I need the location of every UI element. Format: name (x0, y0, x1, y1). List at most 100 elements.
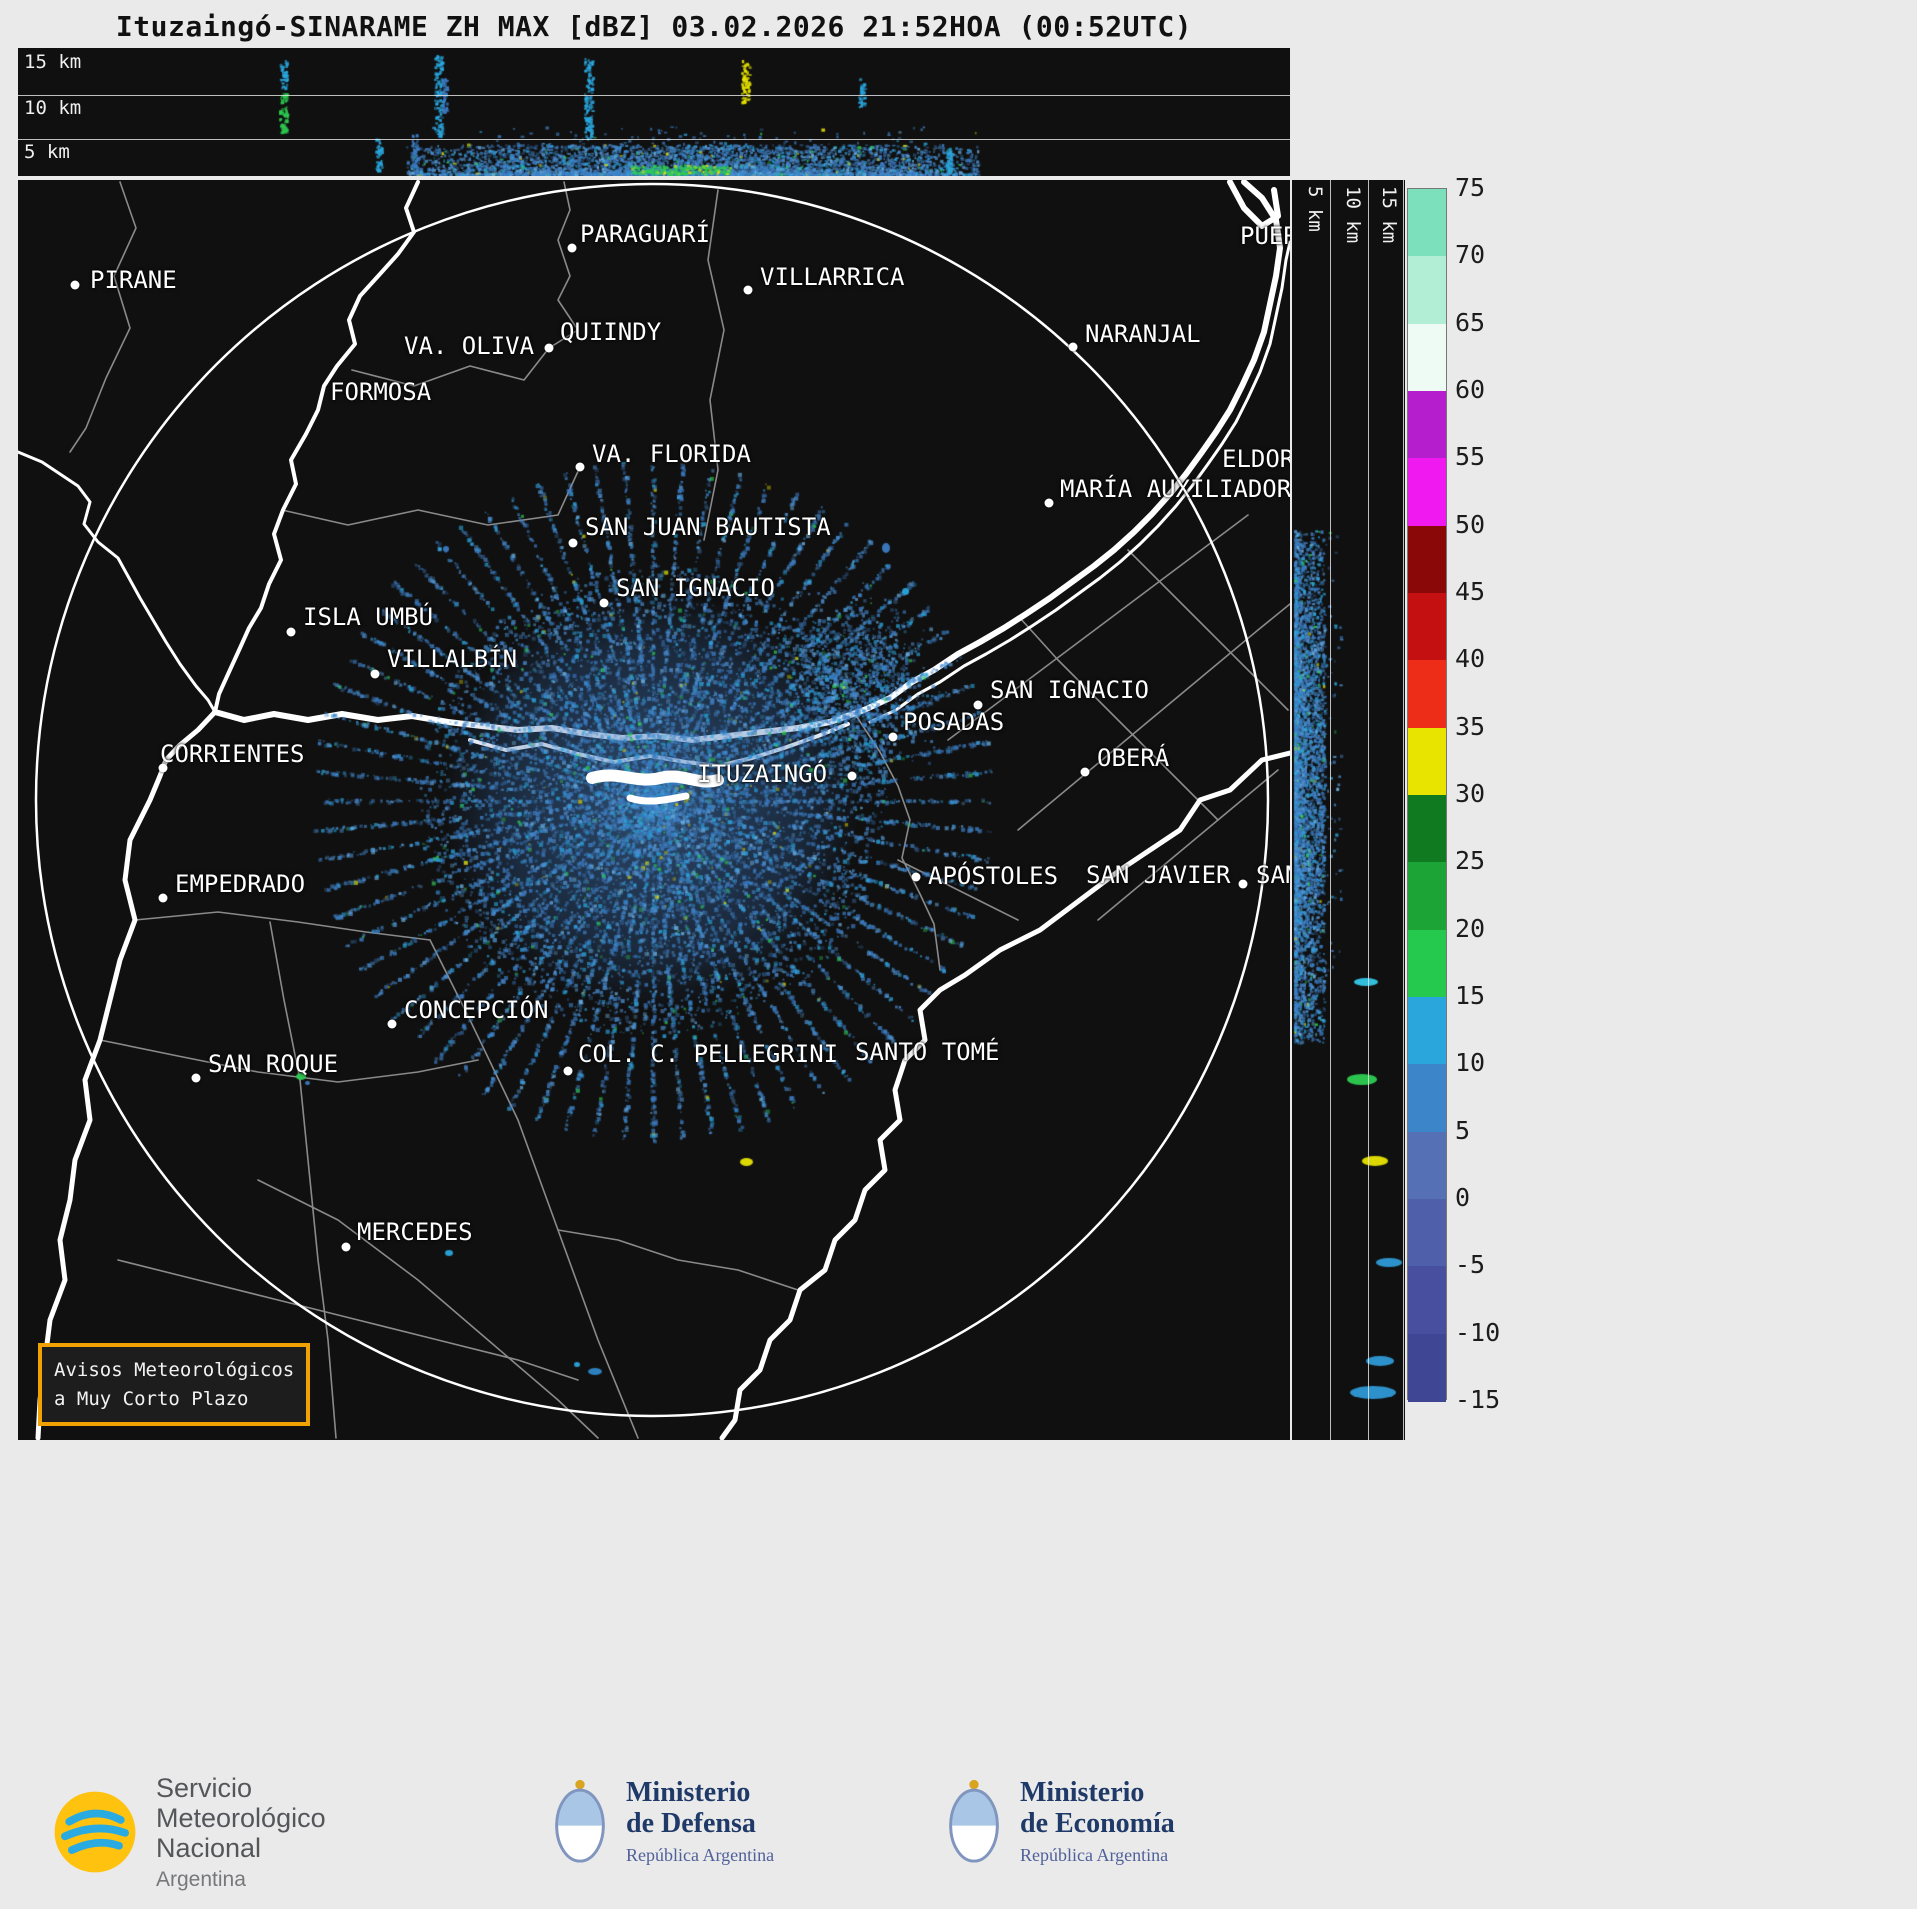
city-marker-va-florida (575, 462, 585, 472)
city-label-paraguari: PARAGUARÍ (580, 220, 711, 248)
coat-of-arms-icon (949, 1780, 999, 1863)
city-marker-villalbi-n (370, 669, 380, 679)
city-label-san-ignacio: SAN IGNACIO (990, 676, 1149, 704)
city-marker-san-juan-bautista (568, 538, 578, 548)
warning-box: Avisos Meteorológicos a Muy Corto Plazo (38, 1343, 311, 1426)
colorbar-tick: 10 (1455, 1048, 1486, 1078)
city-marker-corrientes (158, 763, 168, 773)
colorbar-tick: 45 (1455, 577, 1486, 606)
colorbar-tick: 20 (1455, 913, 1486, 943)
city-label-col-c-pellegrini: COL. C. PELLEGRINI (578, 1040, 839, 1068)
city-label-apo-stoles: APÓSTOLES (928, 862, 1059, 890)
colorbar-tick: 5 (1455, 1115, 1471, 1145)
city-marker-col-c-pellegrini (563, 1066, 573, 1076)
warning-line1: Avisos Meteorológicos (54, 1359, 295, 1381)
colorbar-tick: 30 (1455, 779, 1486, 808)
colorbar-segment (1408, 1131, 1446, 1200)
footer: Servicio Meteorológico Nacional Argentin… (0, 1765, 1917, 1909)
city-label-san-juan-bautista: SAN JUAN BAUTISTA (585, 513, 831, 541)
ministry-name: Ministerio (626, 1777, 751, 1808)
radar-map: PIRANE PARAGUARÍ VILLARRICA QUIINDY VA. OLIV… (18, 180, 1290, 1440)
reservoir-shape (586, 769, 724, 788)
smn-line: Servicio (156, 1773, 253, 1803)
colorbar-segment (1408, 727, 1446, 796)
city-label-san-pedro: SAN PEDRO (1256, 861, 1290, 889)
city-label-santo-tome: SANTO TOMÉ (855, 1038, 1000, 1066)
river-channel (626, 792, 690, 805)
colorbar-segment (1408, 660, 1446, 729)
city-marker-mari-a-auxiliadora (1044, 498, 1054, 508)
city-label-villarrica: VILLARRICA (760, 263, 905, 291)
city-marker-quiindy (544, 343, 554, 353)
city-label-naranjal: NARANJAL (1085, 320, 1201, 348)
colorbar-tick: 55 (1455, 442, 1486, 472)
city-label-villalbi-n: VILLALBÍN (387, 645, 518, 673)
colorbar-segment (1408, 593, 1446, 661)
city-label-pirane: PIRANE (90, 266, 177, 294)
radar-echo-canvas (18, 180, 1290, 1440)
colorbar-tick: -10 (1455, 1317, 1501, 1347)
colorbar-segment (1408, 458, 1446, 527)
vertical-profile-top: 15 km 10 km 5 km (18, 48, 1290, 176)
city-label-eldorado: ELDORADO (1222, 445, 1290, 473)
axis-label-5km-r: 5 km (1303, 186, 1326, 232)
city-marker-ituzaingo (847, 771, 857, 781)
axis-label-15km-r: 15 km (1377, 186, 1400, 244)
ministry-defensa: Ministerio de Defensa República Argentin… (552, 1777, 774, 1866)
city-marker-concepcio-n (387, 1019, 397, 1029)
colorbar-tick: 40 (1455, 644, 1486, 674)
vertical-profile-right: 5 km 10 km 15 km (1292, 180, 1405, 1440)
city-marker-villarrica (743, 285, 753, 295)
smn-brand: Servicio Meteorológico Nacional Argentin… (52, 1773, 326, 1891)
gridline-10km-right (1368, 180, 1369, 1440)
city-marker-san-ignacio (599, 598, 609, 608)
warning-line2: a Muy Corto Plazo (54, 1387, 249, 1410)
city-marker-pirane (70, 280, 80, 290)
city-label-formosa: FORMOSA (330, 378, 432, 406)
colorbar-tick: 15 (1455, 981, 1486, 1010)
axis-label-5km: 5 km (24, 141, 70, 163)
colorbar-tick: 35 (1455, 711, 1486, 741)
colorbar-segment (1408, 256, 1446, 325)
city-marker-apo-stoles (911, 872, 921, 882)
colorbar-segment (1408, 929, 1446, 998)
city-label-obera: OBERÁ (1097, 744, 1170, 772)
gridline-15km-right (1403, 180, 1404, 1440)
smn-line: Nacional (156, 1833, 262, 1864)
ministry-sub: República Argentina (1020, 1844, 1169, 1865)
top-profile-echo-canvas (18, 48, 1290, 176)
colorbar-segment (1408, 1333, 1446, 1402)
city-label-mari-a-auxiliadora: MARÍA AUXILIADORA (1060, 475, 1290, 503)
city-label-posadas: POSADAS (903, 708, 1005, 736)
coat-of-arms-icon (555, 1780, 605, 1863)
city-marker-mercedes (341, 1242, 351, 1252)
city-marker-san-roque (191, 1073, 201, 1083)
colorbar-tick: 60 (1455, 375, 1486, 404)
colorbar-tick: -15 (1455, 1385, 1501, 1414)
axis-label-15km: 15 km (24, 51, 82, 73)
city-label-puerto-rico: PUERTO RICO (1240, 222, 1290, 250)
city-marker-san-javier (1238, 879, 1248, 889)
city-marker-san-ignacio (973, 700, 983, 710)
ministry-defensa-text: Ministerio de Defensa República Argentin… (626, 1777, 774, 1866)
gridline-10km-top (18, 95, 1290, 96)
city-label-va-florida: VA. FLORIDA (592, 440, 751, 468)
city-marker-isla-umbu (286, 627, 296, 637)
city-label-isla-umbu: ISLA UMBÚ (303, 603, 434, 631)
smn-line: Meteorológico (156, 1803, 326, 1834)
colorbar-tick: 65 (1455, 307, 1486, 337)
city-label-san-roque: SAN ROQUE (208, 1050, 339, 1078)
city-label-va-oliva: VA. OLIVA (404, 332, 535, 360)
colorbar-tick: 0 (1455, 1183, 1471, 1212)
colorbar-segment (1408, 1266, 1446, 1335)
gridline-5km-top (18, 139, 1290, 140)
colorbar-segment (1408, 189, 1446, 257)
colorbar-segment (1408, 997, 1446, 1065)
city-label-quiindy: QUIINDY (560, 318, 662, 346)
ministry-name: Ministerio (1020, 1777, 1145, 1808)
reservoir-overlay (586, 769, 724, 805)
colorbar-ticks: 75 70 65 60 55 50 45 40 35 30 25 20 15 10 5 0 -5 -10 -15 (1455, 174, 1535, 1414)
colorbar-segment (1408, 795, 1446, 863)
city-marker-posadas (888, 732, 898, 742)
colorbar-tick: 75 (1455, 173, 1486, 202)
